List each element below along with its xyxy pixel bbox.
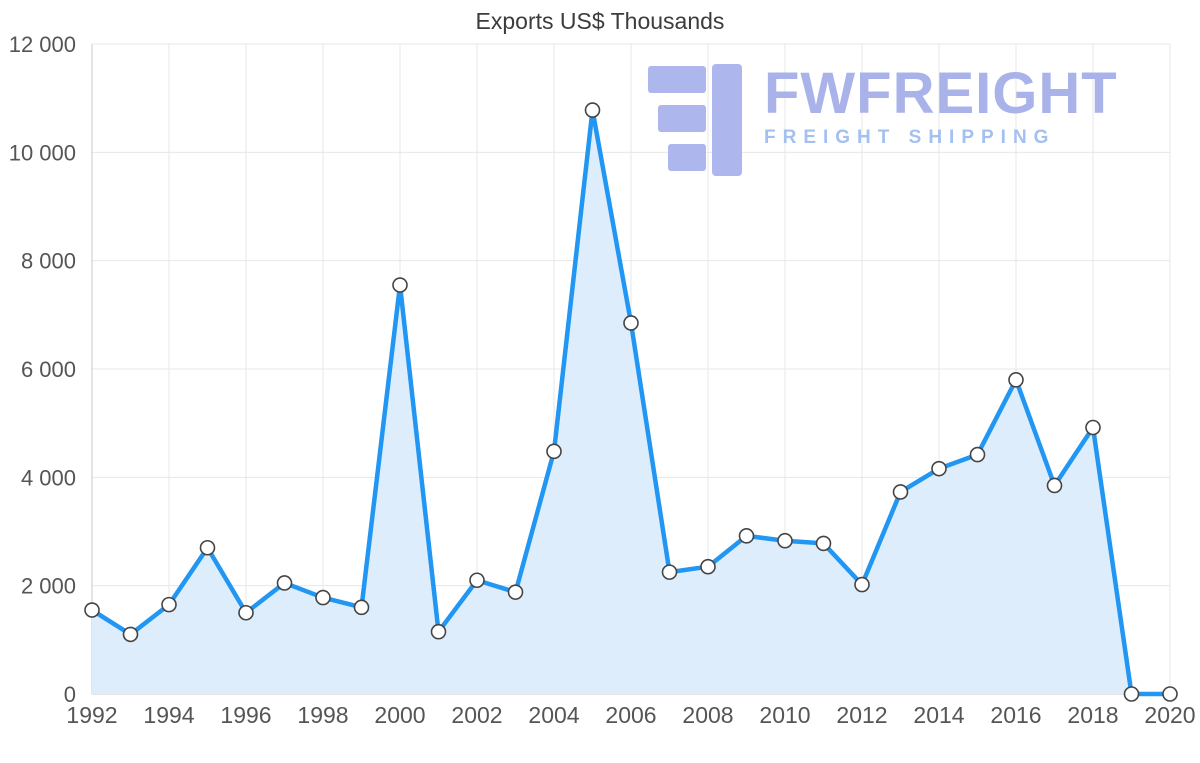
data-point bbox=[700, 558, 716, 575]
glyph-bar-bottom bbox=[668, 144, 706, 171]
data-point bbox=[777, 532, 793, 549]
y-tick-label: 12 000 bbox=[9, 32, 76, 57]
y-tick-label: 10 000 bbox=[9, 140, 76, 165]
data-point bbox=[199, 539, 216, 556]
data-point bbox=[469, 572, 485, 589]
x-tick-label: 2000 bbox=[374, 702, 425, 728]
x-tick-label: 2002 bbox=[451, 702, 502, 728]
data-point bbox=[1046, 477, 1063, 494]
data-point bbox=[392, 277, 408, 293]
data-point bbox=[122, 626, 139, 643]
x-tick-label: 2004 bbox=[528, 702, 579, 728]
watermark-logo: FWFREIGHT FREIGHT SHIPPING bbox=[648, 64, 1135, 178]
chart-title: Exports US$ Thousands bbox=[475, 8, 725, 34]
x-tick-label: 2006 bbox=[605, 702, 656, 728]
data-point bbox=[546, 443, 562, 460]
x-tick-label: 2020 bbox=[1144, 702, 1195, 728]
x-tick-label: 1992 bbox=[66, 702, 117, 728]
data-point bbox=[1008, 372, 1024, 388]
y-tick-label: 4 000 bbox=[21, 465, 76, 490]
watermark-text: FWFREIGHT FREIGHT SHIPPING bbox=[764, 64, 1135, 149]
x-tick-label: 2008 bbox=[682, 702, 733, 728]
data-point bbox=[661, 564, 678, 580]
data-point bbox=[507, 584, 524, 600]
data-point bbox=[161, 596, 177, 613]
x-tick-label: 1994 bbox=[143, 702, 194, 728]
x-tick-label: 2018 bbox=[1067, 702, 1118, 728]
series-area-fill bbox=[92, 110, 1170, 695]
x-tick-label: 2010 bbox=[759, 702, 810, 728]
data-point bbox=[969, 446, 986, 463]
data-point bbox=[623, 315, 639, 331]
data-point bbox=[1123, 686, 1140, 702]
data-point bbox=[1085, 419, 1101, 436]
y-tick-label: 6 000 bbox=[21, 357, 76, 382]
data-point bbox=[1162, 686, 1178, 702]
brand-tagline: FREIGHT SHIPPING bbox=[764, 127, 1056, 149]
x-tick-label: 2012 bbox=[836, 702, 887, 728]
data-point bbox=[353, 599, 370, 616]
glyph-bar-vertical bbox=[712, 64, 742, 176]
x-tick-label: 1996 bbox=[220, 702, 271, 728]
brand-name: FWFREIGHT bbox=[764, 61, 1118, 126]
data-point bbox=[854, 576, 870, 593]
data-point bbox=[584, 102, 601, 118]
data-point bbox=[738, 528, 755, 544]
x-tick-label: 1998 bbox=[297, 702, 348, 728]
x-tick-label: 2014 bbox=[913, 702, 964, 728]
x-tick-label: 2016 bbox=[990, 702, 1041, 728]
data-point bbox=[315, 589, 331, 606]
data-point bbox=[892, 484, 909, 500]
data-point bbox=[931, 460, 947, 477]
data-point bbox=[238, 604, 254, 621]
data-point bbox=[276, 575, 293, 591]
glyph-bar-middle bbox=[658, 105, 706, 132]
data-point bbox=[430, 623, 447, 640]
glyph-bar-top bbox=[648, 66, 706, 93]
y-tick-label: 2 000 bbox=[21, 574, 76, 599]
y-tick-label: 0 bbox=[64, 682, 76, 707]
y-tick-label: 8 000 bbox=[21, 249, 76, 274]
brand-glyph-icon bbox=[648, 64, 742, 176]
data-point bbox=[84, 602, 100, 618]
data-point bbox=[815, 535, 832, 552]
